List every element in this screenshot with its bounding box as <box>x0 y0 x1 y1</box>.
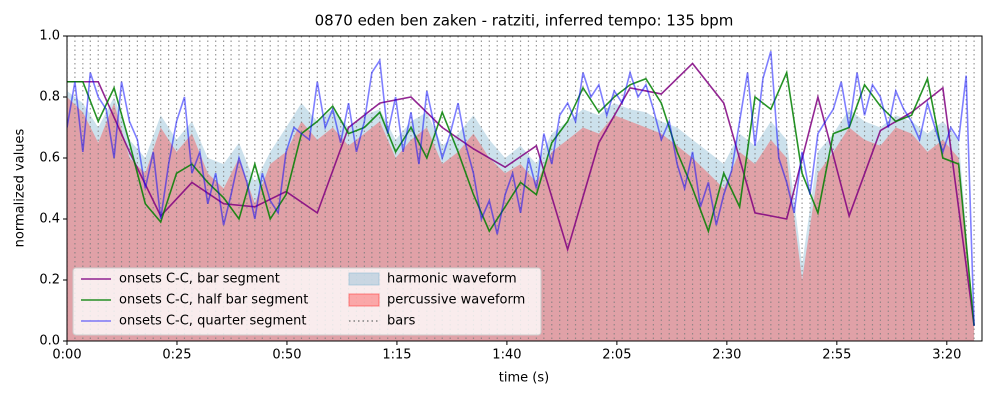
x-tick-label: 0:25 <box>162 348 191 363</box>
x-tick-label: 2:30 <box>712 348 741 363</box>
x-tick-label: 1:15 <box>382 348 411 363</box>
x-tick-label: 1:40 <box>492 348 521 363</box>
x-tick-label: 0:00 <box>52 348 81 363</box>
y-tick-label: 0.4 <box>39 212 60 227</box>
legend-swatch <box>348 272 380 286</box>
x-tick-label: 0:50 <box>272 348 301 363</box>
y-tick-label: 0.2 <box>39 273 60 288</box>
y-tick-label: 0.6 <box>39 151 60 166</box>
legend-label: onsets C-C, quarter segment <box>119 314 306 329</box>
x-axis-label: time (s) <box>499 371 549 386</box>
legend-label: onsets C-C, bar segment <box>119 272 280 287</box>
y-axis-label: normalized values <box>13 128 28 247</box>
y-tick-label: 0.8 <box>39 90 60 105</box>
line <box>67 62 975 326</box>
line <box>67 51 975 326</box>
x-tick-label: 3:20 <box>932 348 961 363</box>
x-tick-label: 2:05 <box>602 348 631 363</box>
chart-title: 0870 eden ben zaken - ratziti, inferred … <box>315 12 734 30</box>
y-tick-label: 1.0 <box>39 29 60 44</box>
legend-label: percussive waveform <box>387 293 525 308</box>
legend-box <box>72 267 542 336</box>
legend-label: bars <box>387 314 416 329</box>
legend-label: onsets C-C, half bar segment <box>119 293 308 308</box>
plot-frame <box>66 35 983 342</box>
legend-swatch <box>348 293 380 307</box>
x-tick-label: 2:55 <box>822 348 851 363</box>
legend-label: harmonic waveform <box>387 272 517 287</box>
legend: onsets C-C, bar segment onsets C-C, half … <box>72 267 542 336</box>
y-tick-label: 0.0 <box>39 334 60 349</box>
